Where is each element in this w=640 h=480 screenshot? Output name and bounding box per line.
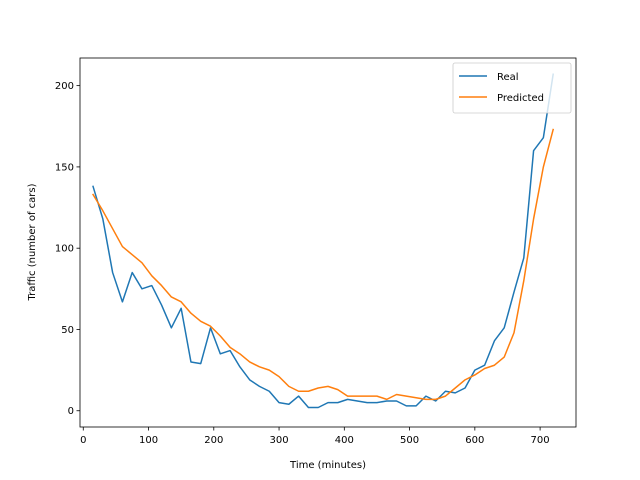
x-tick-label: 100	[139, 435, 158, 446]
x-tick-label: 600	[465, 435, 484, 446]
plot-lines	[92, 73, 555, 409]
y-tick-label: 100	[55, 244, 74, 255]
legend-label-predicted: Predicted	[497, 93, 544, 104]
x-tick-label: 700	[531, 435, 550, 446]
x-tick-label: 0	[80, 435, 86, 446]
x-axis-label: Time (minutes)	[289, 460, 366, 471]
x-tick-label: 400	[335, 435, 354, 446]
y-tick-label: 0	[68, 406, 74, 417]
y-tick-label: 200	[55, 81, 74, 92]
y-tick-label: 50	[61, 325, 74, 336]
series-line-predicted	[92, 128, 555, 401]
legend-box	[452, 62, 572, 114]
plot-area-frame	[79, 57, 577, 428]
x-tick-label: 300	[270, 435, 289, 446]
series-line-real	[92, 73, 555, 409]
x-axis-ticks: 0 100 200 300 400 500 600 700	[80, 427, 550, 446]
legend-label-real: Real	[497, 72, 519, 83]
y-tick-label: 150	[55, 162, 74, 173]
y-axis-ticks: 0 50 100 150 200	[55, 81, 80, 417]
y-axis-label: Traffic (number of cars)	[27, 183, 38, 301]
x-tick-label: 500	[400, 435, 419, 446]
x-tick-label: 200	[204, 435, 223, 446]
legend: Real Predicted	[452, 62, 572, 114]
